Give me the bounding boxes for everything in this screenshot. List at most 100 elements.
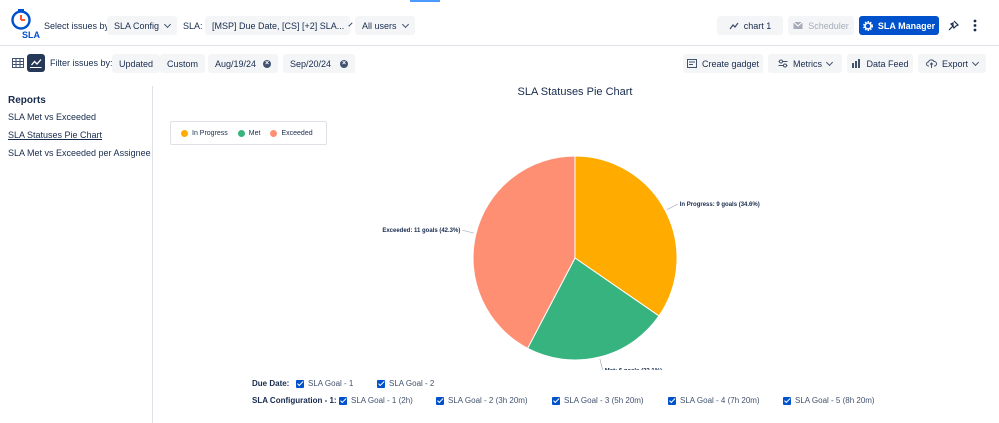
checkbox-checked-icon: [339, 396, 347, 405]
date-from-value: Aug/19/24: [215, 58, 257, 69]
mail-icon: [793, 21, 804, 29]
chevron-down-icon: [825, 58, 834, 66]
top-accent-line: [410, 0, 440, 2]
logo-text: SLA: [22, 30, 40, 40]
date-to-field[interactable]: Sep/20/24 ×: [283, 54, 355, 73]
scheduler-button[interactable]: Scheduler: [788, 16, 854, 35]
create-gadget-label: Create gadget: [701, 58, 760, 69]
export-label: Export: [941, 58, 968, 69]
sla-dropdown[interactable]: [MSP] Due Date, [CS] [+2] SLA...: [205, 16, 353, 35]
select-issues-value: SLA Config: [114, 20, 160, 31]
pin-icon[interactable]: [948, 20, 959, 31]
pie-label-connector: [599, 358, 603, 370]
checkbox-checked-icon: [377, 379, 385, 388]
date-from-field[interactable]: Aug/19/24 ×: [208, 54, 278, 73]
config-goal-4-checkbox[interactable]: SLA Goal - 4 (7h 20m): [668, 396, 760, 405]
clear-icon[interactable]: ×: [263, 59, 271, 68]
chart-legend: In Progress Met Exceeded: [170, 121, 327, 145]
custom-label: Custom: [167, 58, 199, 69]
table-view-button[interactable]: [9, 54, 27, 72]
legend-item-exceeded[interactable]: Exceeded: [270, 129, 313, 137]
scheduler-button-label: Scheduler: [808, 20, 849, 31]
pie-data-label: Exceeded: 11 goals (42.3%): [382, 228, 460, 234]
top-bar: SLA Select issues by: SLA Config SLA: [M…: [0, 0, 999, 46]
chevron-down-icon: [401, 20, 409, 28]
data-feed-icon: [852, 59, 861, 68]
legend-dot: [181, 129, 188, 137]
sidebar-item-met-vs-exceeded-per-assignee[interactable]: SLA Met vs Exceeded per Assignee: [8, 148, 151, 158]
line-chart-icon: [729, 22, 739, 29]
updated-button[interactable]: Updated: [112, 54, 161, 73]
pie-label-connector: [666, 203, 678, 210]
checkbox-checked-icon: [436, 396, 444, 405]
checkbox-label: SLA Goal - 1 (2h): [351, 396, 413, 405]
pie-slice-exceeded[interactable]: [472, 155, 576, 349]
chart-title: SLA Statuses Pie Chart: [517, 86, 633, 98]
select-issues-dropdown[interactable]: SLA Config: [107, 16, 178, 35]
chevron-down-icon: [163, 20, 172, 28]
reports-title: Reports: [8, 95, 46, 106]
legend-item-met[interactable]: Met: [237, 129, 261, 137]
checkbox-label: SLA Goal - 1: [308, 379, 354, 388]
checkbox-checked-icon: [668, 396, 676, 405]
chart-button-label: chart 1: [743, 20, 772, 31]
pie-data-label: In Progress: 9 goals (34.6%): [680, 202, 760, 208]
pie-slice-in-progress[interactable]: [574, 155, 678, 317]
config-goal-5-checkbox[interactable]: SLA Goal - 5 (8h 20m): [783, 396, 875, 405]
sla-manager-button[interactable]: SLA Manager: [859, 16, 939, 35]
filter-issues-label: Filter issues by:: [50, 58, 113, 68]
sidebar-item-statuses-pie-chart[interactable]: SLA Statuses Pie Chart: [8, 130, 103, 140]
users-value: All users: [362, 20, 397, 31]
checkbox-checked-icon: [783, 396, 791, 405]
chart-view-button[interactable]: [27, 54, 45, 72]
chevron-down-icon: [348, 21, 353, 27]
sla-logo-icon: SLA: [11, 9, 40, 40]
legend-dot: [270, 129, 278, 137]
pie-chart: In Progress: 9 goals (34.6%) Met: 6 goals…: [382, 155, 760, 370]
metrics-label: Metrics: [793, 58, 822, 69]
data-feed-label: Data Feed: [866, 58, 909, 69]
create-gadget-button[interactable]: Create gadget: [683, 54, 763, 73]
data-feed-button[interactable]: Data Feed: [847, 54, 913, 73]
line-chart-icon: [30, 59, 42, 68]
config-goal-3-checkbox[interactable]: SLA Goal - 3 (5h 20m): [552, 396, 644, 405]
chart-button[interactable]: chart 1: [717, 16, 783, 35]
clear-icon[interactable]: ×: [340, 59, 348, 68]
legend-label: In Progress: [192, 129, 228, 137]
legend-label: Exceeded: [281, 129, 313, 137]
date-to-value: Sep/20/24: [290, 58, 332, 69]
config-goal-1-checkbox[interactable]: SLA Goal - 1 (2h): [339, 396, 413, 405]
legend-label: Met: [248, 129, 261, 137]
checkbox-label: SLA Goal - 3 (5h 20m): [564, 396, 644, 405]
checkbox-checked-icon: [296, 379, 304, 388]
sla-config-label: SLA Configuration - 1:: [252, 396, 337, 405]
gadget-icon: [686, 59, 697, 68]
export-dropdown[interactable]: Export: [918, 54, 986, 73]
reports-sidebar: [0, 86, 153, 423]
legend-dot: [237, 129, 245, 137]
metrics-dropdown[interactable]: Metrics: [768, 54, 842, 73]
checkbox-label: SLA Goal - 2 (3h 20m): [448, 396, 528, 405]
due-date-goal-1-checkbox[interactable]: SLA Goal - 1: [296, 379, 353, 388]
config-goal-2-checkbox[interactable]: SLA Goal - 2 (3h 20m): [436, 396, 528, 405]
sidebar-item-met-vs-exceeded[interactable]: SLA Met vs Exceeded: [8, 112, 97, 122]
legend-item-in-progress[interactable]: In Progress: [181, 129, 228, 137]
gear-icon: [862, 20, 873, 31]
sla-manager-label: SLA Manager: [877, 20, 936, 31]
pie-slice-met[interactable]: [526, 257, 660, 361]
pie-data-label: Met: 6 goals (23.1%): [605, 369, 662, 370]
select-issues-label: Select issues by:: [44, 21, 112, 31]
cloud-upload-icon: [926, 59, 937, 68]
users-dropdown[interactable]: All users: [355, 16, 415, 35]
sla-label: SLA:: [183, 21, 203, 31]
chevron-down-icon: [971, 58, 980, 66]
due-date-goal-2-checkbox[interactable]: SLA Goal - 2: [377, 379, 434, 388]
table-icon: [12, 58, 24, 68]
more-options-icon[interactable]: [972, 19, 978, 32]
updated-label: Updated: [119, 58, 154, 69]
sla-value: [MSP] Due Date, [CS] [+2] SLA...: [212, 20, 345, 31]
custom-button[interactable]: Custom: [160, 54, 206, 73]
checkbox-checked-icon: [552, 396, 560, 405]
pie-label-connector: [462, 229, 475, 234]
sliders-icon: [778, 59, 788, 68]
